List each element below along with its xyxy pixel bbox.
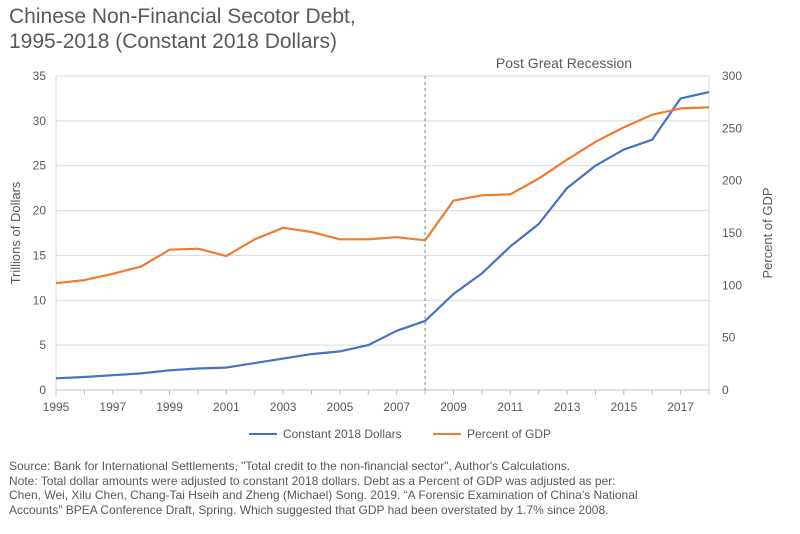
- x-tick-label: 2013: [554, 400, 581, 414]
- y-tick-label-left: 15: [33, 248, 47, 262]
- x-tick-label: 2003: [270, 400, 297, 414]
- x-tick-label: 1997: [99, 400, 126, 414]
- y-tick-label-right: 50: [722, 331, 736, 345]
- legend: Constant 2018 Dollars Percent of GDP: [0, 424, 800, 441]
- y-axis-label-right: Percent of GDP: [760, 187, 775, 278]
- x-tick-label: 2009: [440, 400, 467, 414]
- tick-labels: 0 5 10 15 20 25 30 35 0 50 100 150 200 250 300 1995 1997…: [33, 69, 743, 414]
- x-tick-label: 2007: [383, 400, 410, 414]
- x-tick-label: 1999: [156, 400, 183, 414]
- y-tick-label-right: 200: [722, 174, 742, 188]
- legend-item-gdp: Percent of GDP: [433, 427, 551, 441]
- x-tick-label: 2005: [327, 400, 354, 414]
- y-tick-label-left: 5: [39, 338, 46, 352]
- footnote-line-2: Note: Total dollar amounts were adjusted…: [9, 473, 616, 488]
- footnote-line-1: Source: Bank for International Settlemen…: [9, 459, 571, 473]
- footnote-line-3: Chen, Wei, Xilu Chen, Chang-Tai Hseih an…: [9, 488, 638, 502]
- y-tick-label-right: 150: [722, 226, 742, 240]
- footnote-line-4: Accounts” BPEA Conference Draft, Spring.…: [9, 502, 609, 517]
- x-tick-label: 2017: [667, 400, 694, 414]
- y-tick-label-left: 35: [33, 69, 47, 83]
- x-tick-label: 2015: [610, 400, 637, 414]
- y-tick-label-right: 100: [722, 278, 742, 292]
- legend-label-dollars: Constant 2018 Dollars: [282, 427, 402, 441]
- x-tick-label: 2011: [497, 400, 523, 414]
- series-line-gdp: [55, 106, 710, 285]
- grid-lines: [56, 75, 709, 346]
- series-line-dollars: [55, 91, 710, 380]
- y-tick-label-left: 20: [33, 204, 47, 218]
- x-tick-label: 2001: [213, 400, 240, 414]
- legend-swatch-dollars: [248, 433, 277, 435]
- chart-title-line-1: Chinese Non-Financial Secotor Debt,: [9, 5, 356, 28]
- y-tick-label-right: 250: [722, 121, 742, 135]
- series-lines: [55, 91, 710, 380]
- y-tick-label-left: 25: [33, 159, 47, 173]
- y-tick-label-right: 300: [722, 69, 742, 83]
- chart-title: Chinese Non-Financial Secotor Debt, 1995…: [9, 4, 356, 54]
- legend-swatch-gdp: [433, 433, 462, 435]
- y-axis-label-left: Trillions of Dollars: [8, 181, 23, 284]
- x-tick-label: 1995: [43, 400, 70, 414]
- line-chart: 0 5 10 15 20 25 30 35 0 50 100 150 200 250 300 1995 1997…: [8, 55, 775, 414]
- y-tick-label-left: 0: [39, 383, 46, 397]
- axes: [55, 76, 710, 395]
- legend-item-dollars: Constant 2018 Dollars: [248, 427, 402, 441]
- y-tick-label-left: 10: [33, 293, 47, 307]
- post-recession-annotation: Post Great Recession: [496, 55, 632, 71]
- y-tick-label-left: 30: [33, 114, 47, 128]
- legend-label-gdp: Percent of GDP: [467, 427, 552, 441]
- footnote: Source: Bank for International Settlemen…: [9, 459, 794, 517]
- y-tick-label-right: 0: [722, 383, 729, 397]
- chart-title-line-2: 1995-2018 (Constant 2018 Dollars): [9, 30, 338, 53]
